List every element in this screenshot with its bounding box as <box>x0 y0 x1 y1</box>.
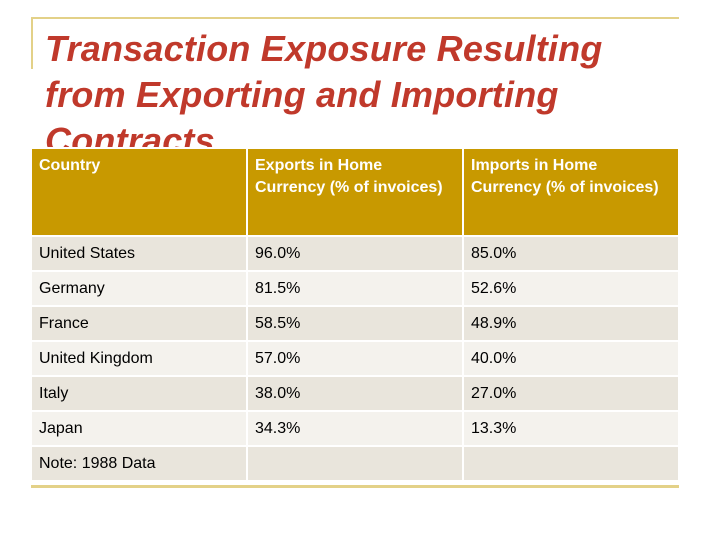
header-exports: Exports in Home Currency (% of invoices) <box>246 147 464 237</box>
cell-exports: 34.3% <box>246 410 464 447</box>
header-country: Country <box>30 147 248 237</box>
header-imports: Imports in Home Currency (% of invoices) <box>462 147 680 237</box>
cell-imports: 40.0% <box>462 340 680 377</box>
bottom-rule <box>31 485 679 488</box>
cell-exports: 57.0% <box>246 340 464 377</box>
empty-cell <box>462 445 680 482</box>
top-rule <box>31 17 679 19</box>
cell-country: United Kingdom <box>30 340 248 377</box>
cell-imports: 48.9% <box>462 305 680 342</box>
cell-imports: 13.3% <box>462 410 680 447</box>
cell-exports: 96.0% <box>246 235 464 272</box>
cell-imports: 52.6% <box>462 270 680 307</box>
table-row: United Kingdom 57.0% 40.0% <box>30 340 680 377</box>
cell-exports: 58.5% <box>246 305 464 342</box>
cell-country: France <box>30 305 248 342</box>
empty-cell <box>246 445 464 482</box>
table-note-row: Note: 1988 Data <box>30 445 680 482</box>
table-note: Note: 1988 Data <box>30 445 248 482</box>
cell-country: Japan <box>30 410 248 447</box>
table-row: France 58.5% 48.9% <box>30 305 680 342</box>
slide-title: Transaction Exposure Resulting from Expo… <box>45 28 603 161</box>
cell-imports: 27.0% <box>462 375 680 412</box>
exposure-table: Country Exports in Home Currency (% of i… <box>30 147 680 482</box>
cell-exports: 81.5% <box>246 270 464 307</box>
table-row: Japan 34.3% 13.3% <box>30 410 680 447</box>
cell-country: Italy <box>30 375 248 412</box>
cell-country: United States <box>30 235 248 272</box>
table-header-row: Country Exports in Home Currency (% of i… <box>30 147 680 237</box>
table-row: Germany 81.5% 52.6% <box>30 270 680 307</box>
cell-imports: 85.0% <box>462 235 680 272</box>
table-row: United States 96.0% 85.0% <box>30 235 680 272</box>
cell-country: Germany <box>30 270 248 307</box>
left-rule <box>31 17 33 69</box>
cell-exports: 38.0% <box>246 375 464 412</box>
table-row: Italy 38.0% 27.0% <box>30 375 680 412</box>
